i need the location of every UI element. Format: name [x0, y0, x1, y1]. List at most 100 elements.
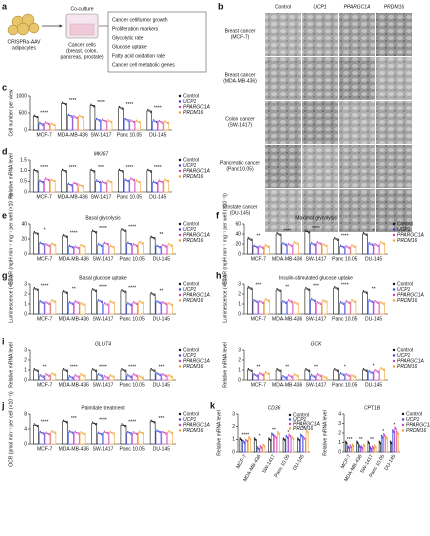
panel-label: c	[2, 82, 7, 92]
data-point-decor	[101, 118, 104, 120]
legend-swatch	[178, 222, 182, 226]
data-point-decor	[264, 244, 267, 246]
data-point-decor	[168, 430, 170, 432]
data-point-decor	[249, 438, 251, 440]
bar	[89, 170, 96, 193]
data-point-decor	[357, 443, 359, 445]
significance: ****	[41, 283, 49, 289]
x-tick-label: MDA-MB-436	[272, 316, 303, 322]
data-point-decor	[107, 179, 109, 181]
data-point-decor	[163, 302, 166, 304]
data-point-decor	[310, 242, 313, 244]
data-point-decor	[380, 301, 382, 303]
data-point-decor	[169, 431, 171, 433]
data-point-decor	[271, 432, 273, 434]
data-point-decor	[45, 243, 47, 245]
data-point-decor	[70, 116, 72, 118]
data-point-decor	[396, 431, 398, 433]
y-axis-label: Relative mRNA level	[322, 410, 328, 456]
column-header: UCP1	[313, 4, 327, 10]
data-point-decor	[163, 432, 166, 434]
data-point-decor	[254, 438, 256, 441]
data-point-decor	[53, 180, 55, 183]
data-point-decor	[141, 243, 144, 245]
bar	[271, 433, 274, 453]
data-point-decor	[247, 237, 250, 239]
data-point-decor	[74, 374, 76, 376]
insert	[69, 23, 95, 36]
bar	[120, 424, 127, 445]
significance: **	[72, 286, 76, 292]
data-point-decor	[128, 432, 130, 434]
significance: **	[43, 364, 47, 370]
data-point-decor	[319, 243, 322, 245]
data-point-decor	[335, 287, 337, 289]
data-point-decor	[128, 303, 130, 305]
legend-label: Control	[397, 347, 413, 353]
significance: ****	[99, 284, 107, 290]
data-point-decor	[385, 437, 388, 439]
data-point-decor	[47, 179, 50, 182]
data-point-decor	[288, 433, 290, 436]
bar	[248, 437, 251, 453]
data-point-decor	[148, 169, 150, 172]
data-point-decor	[39, 430, 41, 433]
data-point-decor	[71, 377, 74, 379]
data-point-decor	[107, 119, 109, 121]
data-point-decor	[132, 373, 135, 375]
data-point-decor	[124, 117, 126, 120]
chart-title: Insulin-stimulated glucose uptake	[279, 275, 353, 281]
data-point-decor	[346, 374, 349, 376]
data-point-decor	[93, 171, 95, 173]
data-point-decor	[365, 234, 368, 236]
data-point-decor	[74, 300, 76, 302]
data-point-decor	[318, 374, 320, 376]
data-point-decor	[109, 374, 112, 376]
data-point-decor	[360, 445, 363, 447]
data-point-decor	[51, 430, 53, 432]
legend-label: UCP1	[397, 287, 411, 293]
data-point-decor	[63, 169, 65, 172]
data-point-decor	[289, 300, 291, 302]
data-point-decor	[370, 448, 373, 451]
data-point-decor	[363, 444, 365, 447]
y-tick-label: 1	[238, 367, 241, 373]
data-point-decor	[99, 300, 101, 302]
data-point-decor	[279, 290, 281, 292]
data-point-decor	[264, 371, 267, 373]
bar	[350, 300, 357, 315]
legend-label: PRDM16	[183, 174, 204, 180]
data-point-decor	[134, 302, 136, 304]
data-point-decor	[354, 301, 356, 303]
significance: ****	[154, 105, 162, 111]
data-point-decor	[42, 244, 44, 246]
data-point-decor	[108, 180, 111, 183]
data-point-decor	[259, 245, 261, 247]
data-point-decor	[130, 119, 132, 121]
data-point-decor	[134, 432, 136, 434]
bar	[97, 300, 103, 315]
bar	[396, 432, 399, 453]
data-point-decor	[76, 301, 78, 303]
data-point-decor	[64, 171, 67, 173]
x-tick-label: DU-145	[365, 382, 382, 388]
data-point-decor	[109, 300, 112, 302]
data-point-decor	[52, 123, 54, 125]
data-point-decor	[382, 369, 385, 371]
legend-label: UCP1	[183, 417, 197, 423]
data-point-decor	[97, 373, 100, 375]
data-point-decor	[170, 376, 173, 378]
data-point-decor	[73, 115, 75, 117]
data-point-decor	[95, 423, 97, 426]
data-point-decor	[74, 245, 76, 247]
legend-label: UCP1	[183, 287, 197, 293]
y-tick-label: 1	[338, 440, 341, 446]
data-point-decor	[289, 436, 292, 438]
y-tick-label: 0	[24, 441, 27, 447]
legend-label: PRDM16	[293, 426, 314, 432]
significance: *	[373, 363, 375, 369]
significance: *	[344, 364, 346, 370]
data-point-decor	[368, 443, 370, 445]
adipocyte-label: adipocytes	[12, 45, 36, 51]
data-point-decor	[92, 229, 94, 231]
